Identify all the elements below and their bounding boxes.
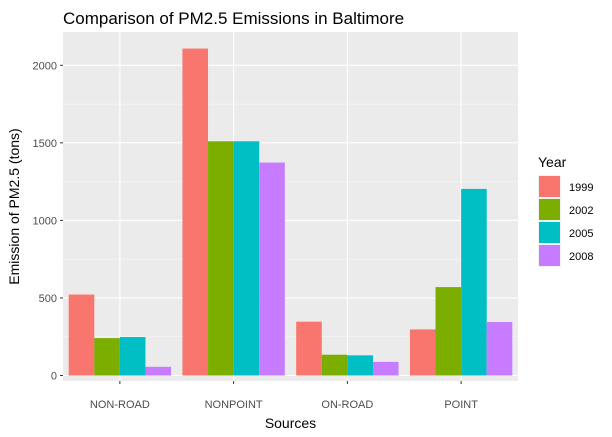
bar-nonpoint-2002 [208,141,234,376]
bar-on-road-2005 [347,355,373,376]
y-axis-title: Emission of PM2.5 (tons) [6,128,22,284]
legend-swatch-2008 [539,245,560,266]
y-tick-label: 0 [51,371,57,383]
y-tick-label: 2000 [33,60,57,72]
bar-non-road-1999 [68,294,95,376]
bar-on-road-2008 [372,361,399,376]
y-tick-label: 1000 [33,215,57,227]
legend-label: 2005 [569,228,593,240]
legend-label: 2002 [569,205,593,217]
bar-on-road-2002 [321,354,348,376]
bar-non-road-2005 [119,337,146,376]
bar-non-road-2002 [94,338,120,376]
bar-non-road-2008 [145,366,172,376]
bar-nonpoint-2008 [259,162,285,376]
legend-swatch-1999 [539,176,560,197]
x-tick-label: NONPOINT [205,399,263,411]
x-tick-label: NON-ROAD [90,399,150,411]
bar-point-2008 [486,321,513,376]
legend-label: 1999 [569,182,593,194]
bar-nonpoint-2005 [233,141,260,376]
bars [68,48,513,376]
x-axis-title: Sources [265,415,316,431]
bar-point-1999 [409,329,436,376]
bar-point-2005 [461,188,487,376]
bar-point-2002 [435,287,462,376]
y-tick-label: 500 [39,293,57,305]
legend-title: Year [538,154,567,170]
y-axis: 0 500 1000 1500 2000 [33,60,63,383]
legend: Year 1999 2002 2005 2008 [538,154,593,267]
bar-nonpoint-1999 [182,48,209,376]
y-tick-label: 1500 [33,138,57,150]
x-tick-label: POINT [444,399,478,411]
legend-swatch-2002 [539,199,560,220]
legend-swatch-2005 [539,222,560,243]
bar-on-road-1999 [296,321,322,376]
x-tick-label: ON-ROAD [321,399,373,411]
legend-label: 2008 [569,251,593,263]
x-axis: NON-ROAD NONPOINT ON-ROAD POINT [90,381,478,411]
chart-title: Comparison of PM2.5 Emissions in Baltimo… [63,9,404,28]
